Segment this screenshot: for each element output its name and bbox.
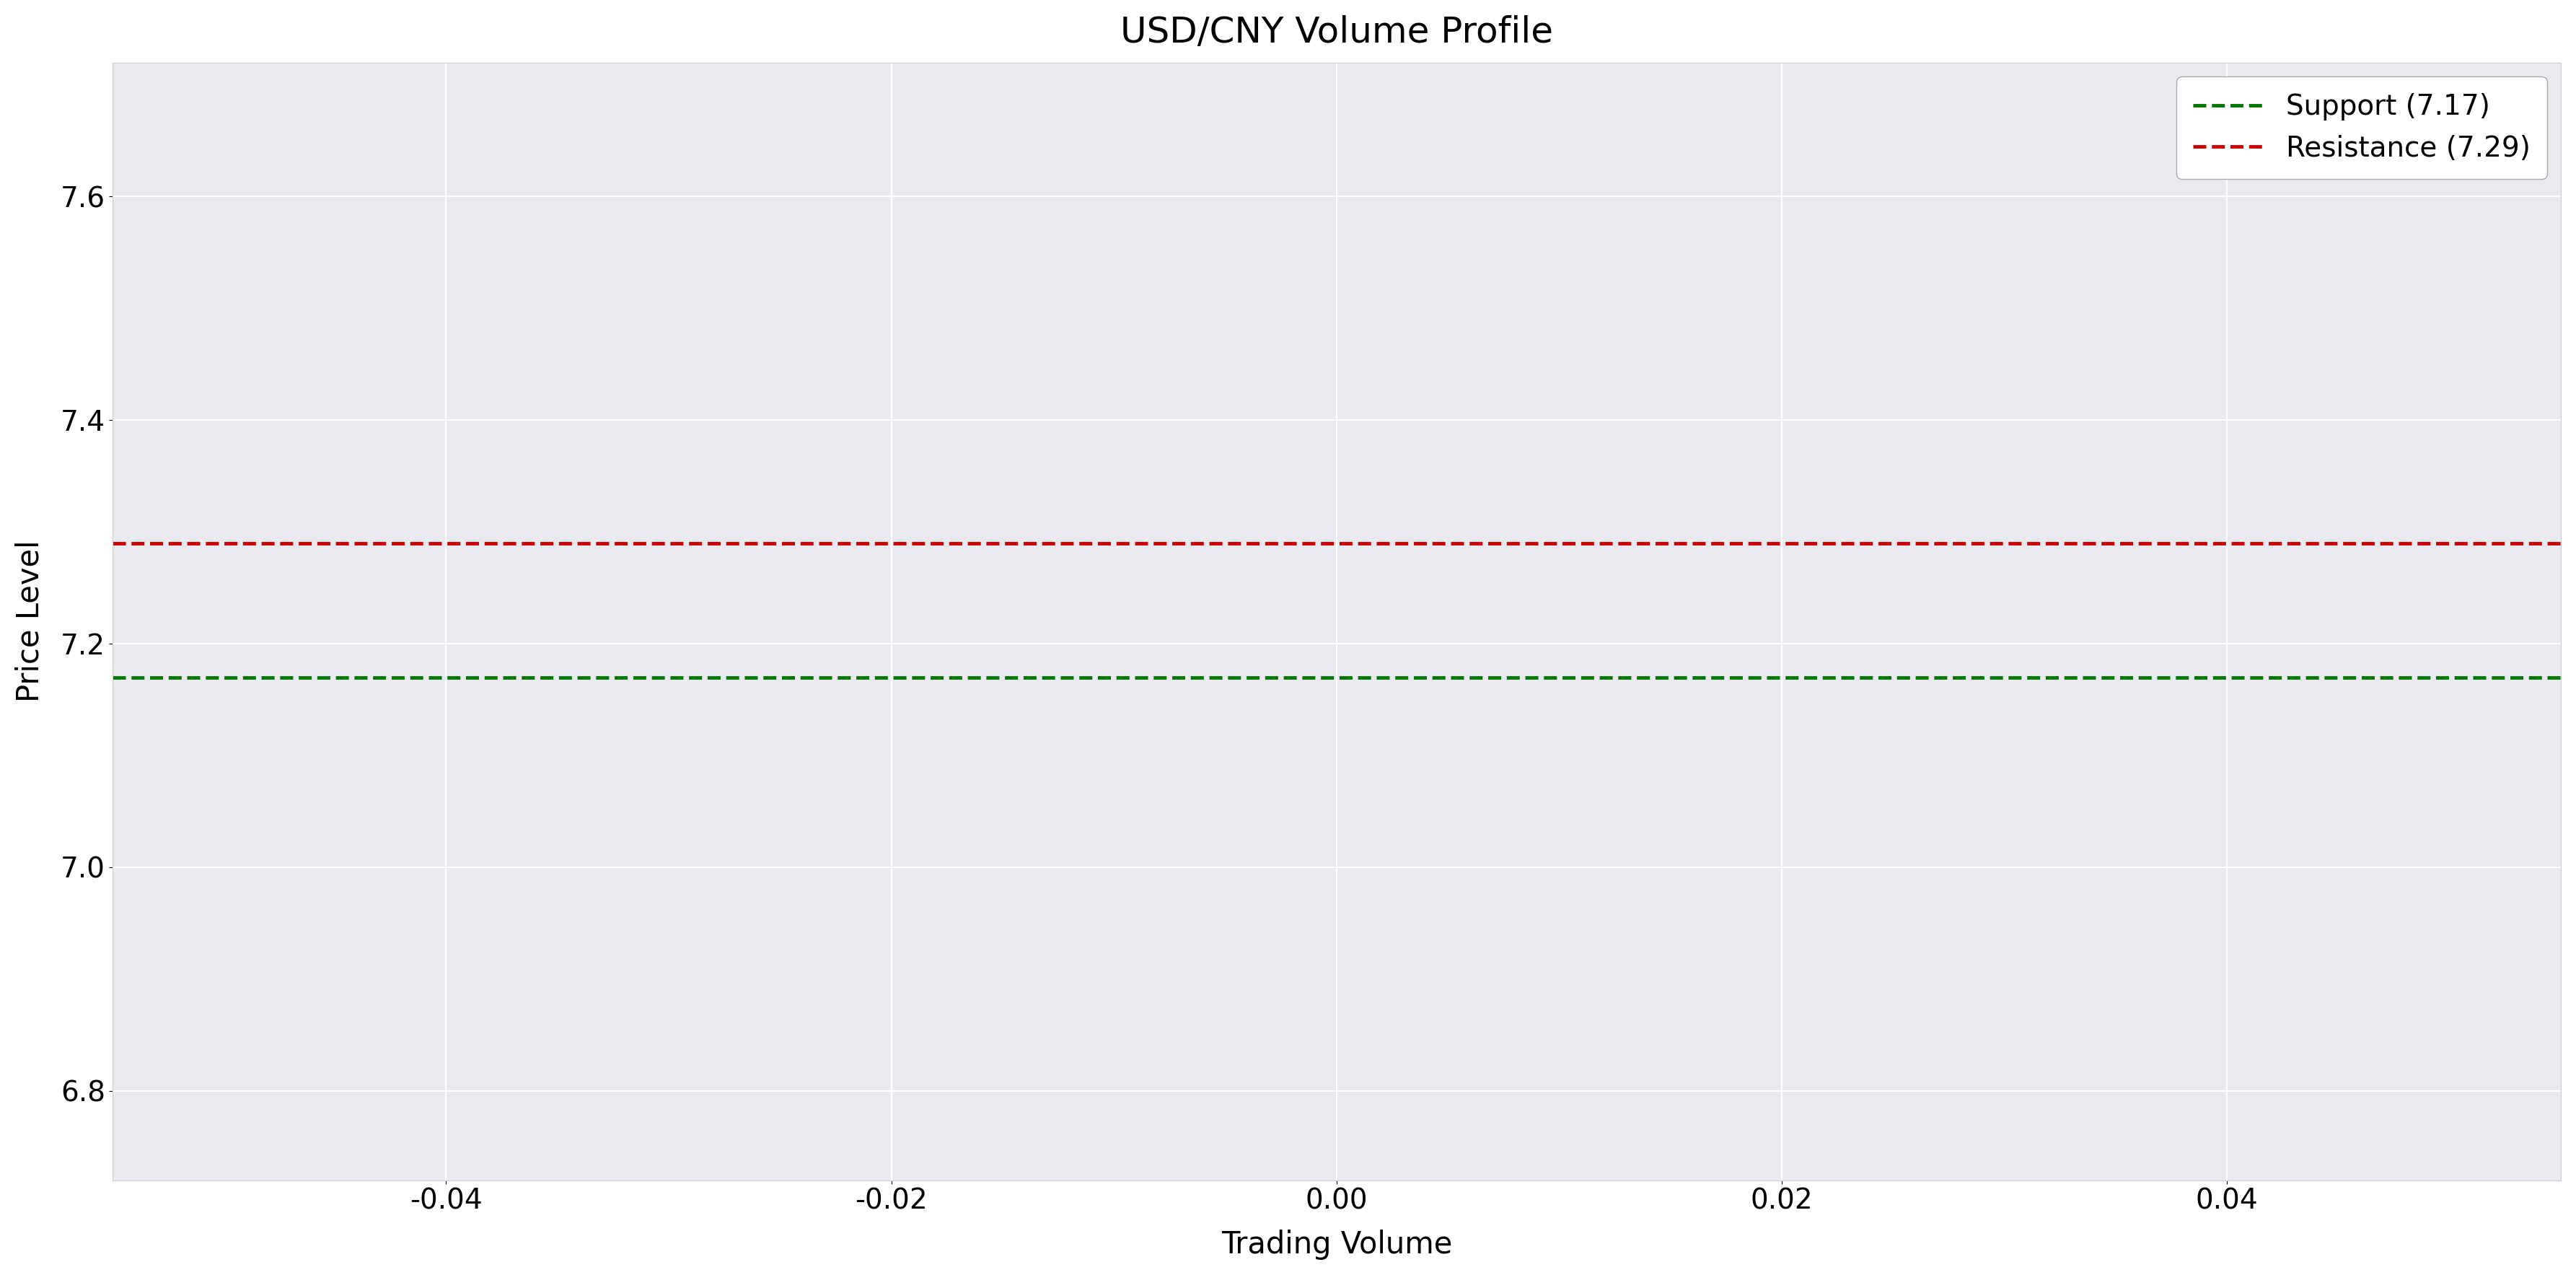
Legend: Support (7.17), Resistance (7.29): Support (7.17), Resistance (7.29) <box>2177 76 2548 178</box>
Y-axis label: Price Level: Price Level <box>15 541 46 703</box>
X-axis label: Trading Volume: Trading Volume <box>1221 1229 1453 1260</box>
Title: USD/CNY Volume Profile: USD/CNY Volume Profile <box>1121 15 1553 50</box>
